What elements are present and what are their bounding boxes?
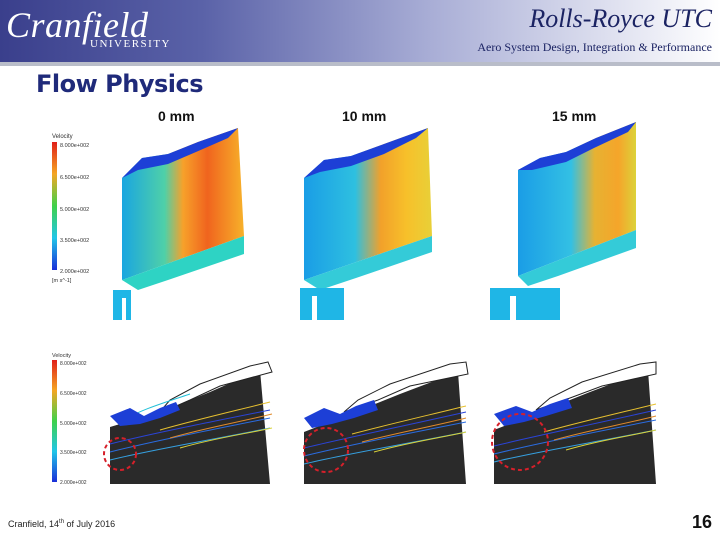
streamline-image	[491, 361, 657, 484]
legend-top-unit: [m s^-1]	[52, 278, 72, 284]
legend-top-tick: 2.000e+002	[60, 269, 89, 275]
legend-bottom-label: Velocity	[52, 353, 71, 359]
column-label-10mm: 10 mm	[342, 108, 387, 124]
legend-bottom-tick: 3.500e+002	[60, 450, 87, 456]
header-divider	[0, 62, 720, 66]
legend-bottom-tick: 8.000e+002	[60, 361, 87, 367]
velocity-contour-image	[113, 128, 244, 320]
legend-top-tick: 6.500e+002	[60, 175, 89, 181]
org-subtitle: Aero System Design, Integration & Perfor…	[477, 40, 712, 54]
page-number: 16	[691, 512, 712, 532]
footer-date: Cranfield, 14th of July 2016	[8, 519, 116, 529]
legend-bottom-tick: 5.000e+002	[60, 421, 87, 427]
velocity-contour-image	[300, 128, 432, 320]
org-title: Rolls-Royce UTC	[529, 4, 712, 33]
legend-top-tick: 3.500e+002	[60, 238, 89, 244]
legend-bottom-tick: 6.500e+002	[60, 391, 87, 397]
velocity-legend-top: Velocity 8.000e+002 6.500e+002 5.000e+00…	[52, 134, 89, 284]
column-label-15mm: 15 mm	[552, 108, 597, 124]
streamline-image	[103, 361, 273, 484]
university-logo-sub: UNIVERSITY	[90, 38, 171, 50]
legend-bottom-tick: 2.000e+002	[60, 480, 87, 486]
streamline-image	[303, 361, 469, 484]
slide-title: Flow Physics	[36, 70, 203, 98]
legend-top-label: Velocity	[52, 134, 73, 140]
column-label-0mm: 0 mm	[158, 108, 195, 124]
velocity-legend-bottom: Velocity 8.000e+002 6.500e+002 5.000e+00…	[52, 353, 87, 486]
university-logo: Cranfield	[6, 5, 149, 45]
legend-top-tick: 8.000e+002	[60, 143, 89, 149]
legend-top-tick: 5.000e+002	[60, 207, 89, 213]
header-banner: Cranfield UNIVERSITY Rolls-Royce UTC Aer…	[0, 0, 720, 62]
velocity-contour-image	[490, 122, 636, 320]
